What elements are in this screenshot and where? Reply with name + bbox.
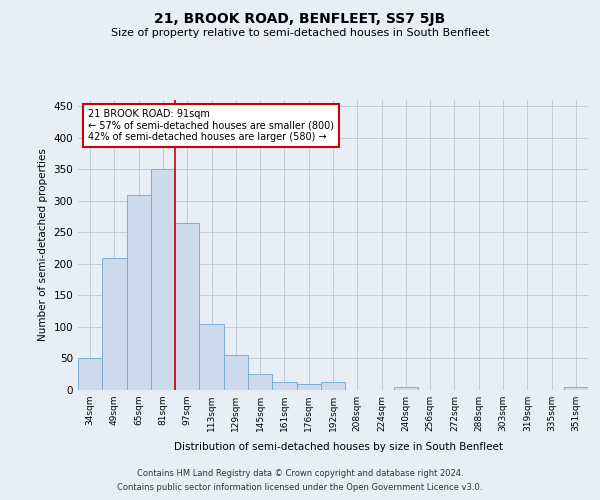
Bar [102, 258, 127, 390]
Bar [127, 194, 151, 390]
Bar [321, 382, 345, 390]
Bar [296, 384, 321, 390]
Bar [151, 170, 175, 390]
Bar [199, 324, 224, 390]
Bar [394, 387, 418, 390]
Bar [175, 223, 199, 390]
Text: Size of property relative to semi-detached houses in South Benfleet: Size of property relative to semi-detach… [111, 28, 489, 38]
Y-axis label: Number of semi-detached properties: Number of semi-detached properties [38, 148, 48, 342]
Text: Contains public sector information licensed under the Open Government Licence v3: Contains public sector information licen… [118, 484, 482, 492]
Bar [78, 358, 102, 390]
Text: 21, BROOK ROAD, BENFLEET, SS7 5JB: 21, BROOK ROAD, BENFLEET, SS7 5JB [154, 12, 446, 26]
Text: Distribution of semi-detached houses by size in South Benfleet: Distribution of semi-detached houses by … [175, 442, 503, 452]
Text: Contains HM Land Registry data © Crown copyright and database right 2024.: Contains HM Land Registry data © Crown c… [137, 468, 463, 477]
Bar [248, 374, 272, 390]
Bar [224, 356, 248, 390]
Text: 21 BROOK ROAD: 91sqm
← 57% of semi-detached houses are smaller (800)
42% of semi: 21 BROOK ROAD: 91sqm ← 57% of semi-detac… [88, 108, 334, 142]
Bar [272, 382, 296, 390]
Bar [564, 387, 588, 390]
